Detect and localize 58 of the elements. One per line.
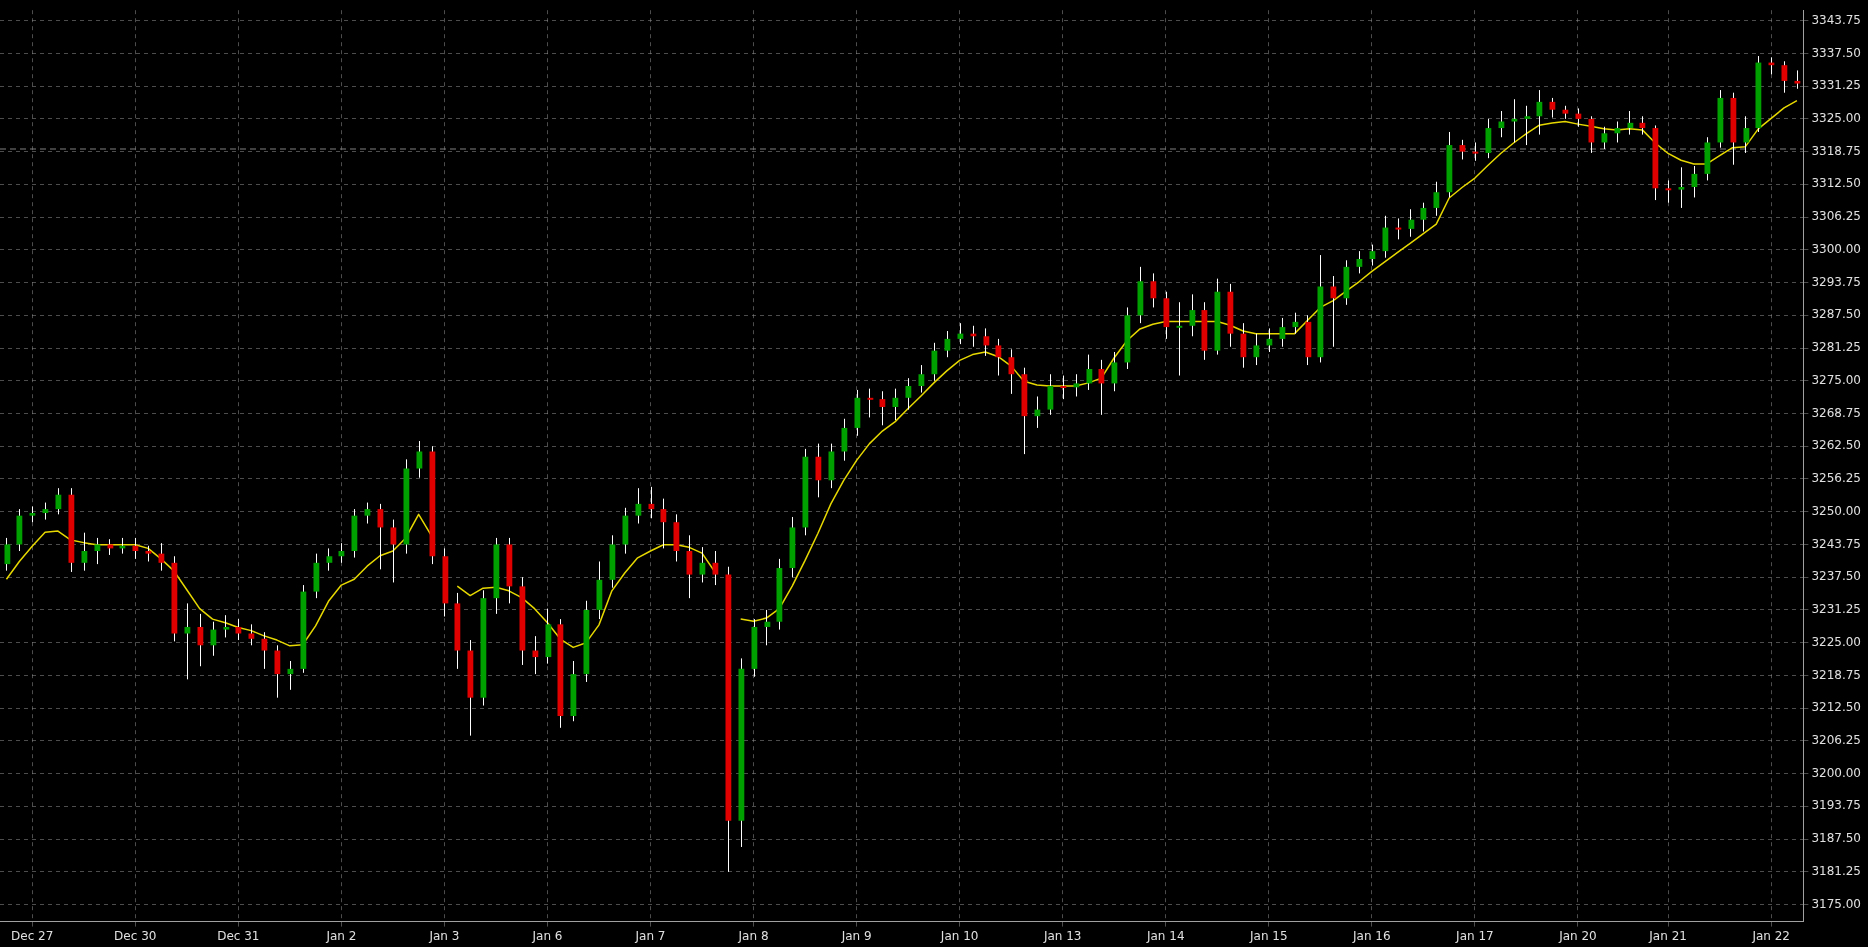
candlestick — [326, 547, 333, 572]
y-tick-label: 3275.00 — [1811, 372, 1861, 387]
candlestick — [94, 537, 101, 565]
y-tick-label: 3243.75 — [1811, 536, 1861, 551]
candlestick — [235, 618, 242, 641]
x-tick-label: Jan 14 — [1145, 928, 1185, 943]
y-tick-label: 3187.50 — [1811, 831, 1861, 846]
y-tick-label: 3300.00 — [1811, 241, 1861, 256]
x-tick-label: Jan 15 — [1249, 928, 1288, 943]
y-tick-label: 3281.25 — [1811, 340, 1861, 355]
x-tick-label: Jan 22 — [1751, 928, 1790, 943]
y-tick-label: 3337.50 — [1811, 45, 1861, 60]
candlestick — [1678, 166, 1685, 209]
x-tick-label: Jan 16 — [1352, 928, 1391, 943]
x-tick-label: Jan 20 — [1558, 928, 1597, 943]
candlestick — [1459, 139, 1466, 160]
y-tick-label: 3268.75 — [1811, 405, 1861, 420]
y-tick-label: 3237.50 — [1811, 569, 1861, 584]
y-tick-label: 3175.00 — [1811, 896, 1861, 911]
y-tick-label: 3293.75 — [1811, 274, 1861, 289]
y-tick-label: 3212.50 — [1811, 700, 1861, 715]
y-tick-label: 3262.50 — [1811, 438, 1861, 453]
x-tick-label: Jan 10 — [939, 928, 979, 943]
x-tick-label: Dec 30 — [114, 928, 157, 943]
y-tick-label: 3231.25 — [1811, 602, 1861, 617]
y-tick-label: 3318.75 — [1811, 143, 1861, 158]
y-tick-label: 3287.50 — [1811, 307, 1861, 322]
candlestick — [416, 440, 423, 479]
y-tick-label: 3331.25 — [1811, 78, 1861, 93]
candlestick — [1511, 98, 1518, 143]
candlestick — [364, 502, 371, 525]
x-tick-label: Jan 7 — [634, 928, 666, 943]
y-tick-label: 3343.75 — [1811, 12, 1861, 27]
y-tick-label: 3256.25 — [1811, 471, 1861, 486]
candlestick — [1524, 105, 1531, 146]
y-tick-label: 3325.00 — [1811, 111, 1861, 126]
x-tick-label: Jan 3 — [428, 928, 460, 943]
y-tick-label: 3312.50 — [1811, 176, 1861, 191]
x-tick-label: Jan 13 — [1042, 928, 1082, 943]
y-tick-label: 3193.75 — [1811, 798, 1861, 813]
candlestick — [223, 614, 230, 638]
y-tick-label: 3250.00 — [1811, 503, 1861, 518]
x-tick-label: Dec 31 — [217, 928, 260, 943]
candlestick — [184, 602, 191, 680]
y-tick-label: 3206.25 — [1811, 733, 1861, 748]
y-tick-label: 3200.00 — [1811, 765, 1861, 780]
x-tick-label: Jan 9 — [840, 928, 872, 943]
x-tick-label: Dec 27 — [11, 928, 54, 943]
x-tick-label: Jan 8 — [737, 928, 769, 943]
candlestick — [1794, 69, 1801, 90]
y-tick-label: 3181.25 — [1811, 863, 1861, 878]
y-tick-label: 3218.75 — [1811, 667, 1861, 682]
y-tick-label: 3306.25 — [1811, 209, 1861, 224]
x-tick-label: Jan 2 — [325, 928, 357, 943]
x-tick-label: Jan 17 — [1455, 928, 1494, 943]
x-tick-label: Jan 6 — [531, 928, 563, 943]
x-tick-label: Jan 21 — [1648, 928, 1687, 943]
y-tick-label: 3225.00 — [1811, 634, 1861, 649]
